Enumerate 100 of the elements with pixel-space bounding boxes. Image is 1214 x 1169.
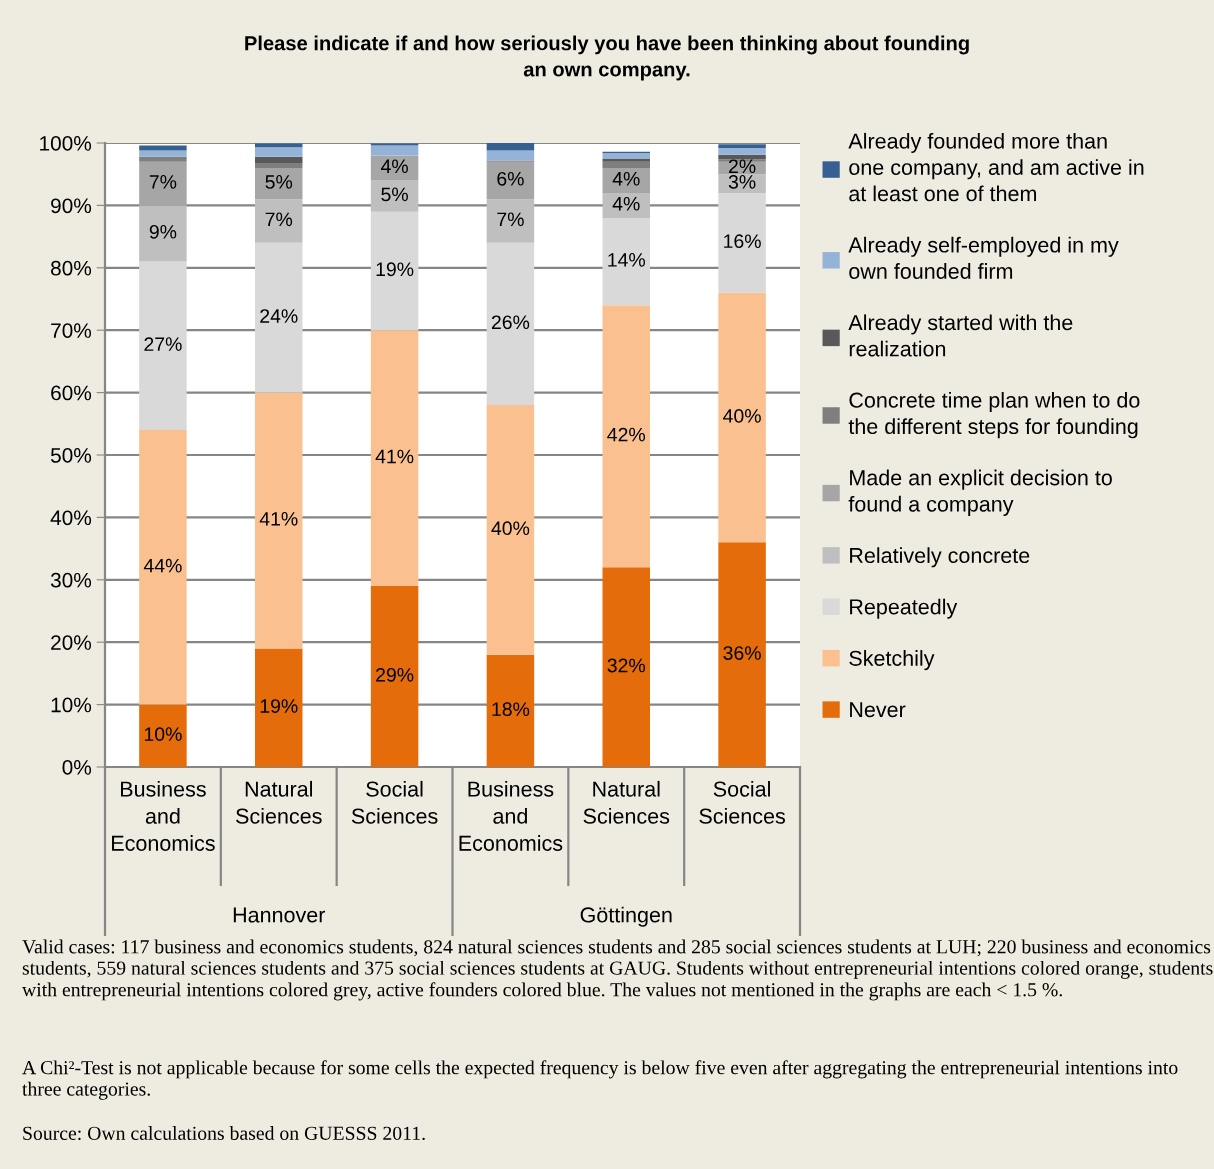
x-tick-label: Natural Sciences — [583, 780, 670, 824]
y-tick-label: 70% — [51, 323, 92, 338]
bar — [139, 156, 187, 162]
bar — [370, 145, 419, 156]
data-label: 5% — [381, 187, 408, 202]
bar — [718, 144, 766, 148]
bar — [486, 242, 535, 406]
bar — [139, 704, 187, 767]
bar — [486, 654, 535, 767]
bar — [486, 405, 535, 655]
legend-label: Repeatedly — [850, 598, 958, 619]
bar — [602, 161, 650, 168]
data-label: 7% — [497, 212, 524, 227]
data-label: 4% — [612, 171, 640, 186]
y-tick-label: 20% — [51, 635, 92, 650]
bar — [602, 305, 650, 568]
text: Göttingen — [580, 906, 672, 927]
data-label: 18% — [492, 702, 530, 717]
data-label: 19% — [260, 699, 298, 713]
x-tick-label: Natural Sciences — [236, 780, 322, 824]
data-label: 7% — [149, 175, 177, 189]
text: Hannover — [233, 907, 326, 923]
bar — [486, 199, 535, 243]
bar — [255, 648, 303, 767]
bar — [486, 161, 535, 200]
data-label: 10% — [144, 727, 182, 742]
bar — [139, 150, 187, 157]
data-label: 14% — [608, 253, 646, 267]
bar — [718, 192, 766, 293]
bar — [255, 156, 303, 163]
bar — [718, 542, 766, 767]
bar — [139, 145, 187, 151]
bar — [370, 211, 419, 331]
x-tick-label: Social Sciences — [699, 780, 785, 824]
y-tick-label: 60% — [51, 385, 92, 401]
data-label: 4% — [612, 196, 640, 211]
bar — [602, 152, 650, 159]
bar — [602, 158, 650, 162]
data-label: 41% — [375, 449, 414, 464]
data-label: 36% — [723, 646, 761, 660]
data-label: 32% — [607, 658, 646, 673]
bar — [370, 586, 419, 767]
data-label: 24% — [260, 309, 298, 323]
chart-title: Please indicate if and how seriously you have been thinking about founding an own company. — [245, 35, 969, 81]
data-label: 9% — [149, 224, 177, 239]
legend-label: Never — [850, 702, 906, 718]
text: A Chi²-Test is not applicable because for some cells the expected frequency is below five even after aggregating the entrepreneurial intentions into three categories. — [22, 1060, 1178, 1100]
source-note: Source: Own calculations based on GUESSS 2011. — [23, 1126, 425, 1141]
data-label: 40% — [723, 409, 761, 423]
y-tick-label: 80% — [51, 260, 92, 276]
legend-label: Already founded more than one company, and am active in at least one of them — [848, 132, 1144, 202]
y-tick-label: 10% — [51, 697, 92, 713]
data-label: 4% — [380, 159, 408, 174]
bar — [139, 430, 187, 705]
bar — [139, 261, 187, 431]
legend-label: Already self-employed in my own founded firm — [848, 236, 1119, 279]
bar — [255, 147, 303, 157]
x-tick-label: Business and Economics — [459, 780, 563, 851]
bar — [718, 154, 766, 160]
data-label: 7% — [265, 212, 293, 227]
bar — [255, 199, 303, 243]
bar — [139, 161, 187, 206]
legend-label: Already started with the realization — [848, 314, 1073, 357]
bar — [255, 167, 303, 200]
data-label: 19% — [376, 262, 414, 277]
y-tick-label: 100% — [40, 136, 92, 151]
bar — [255, 392, 303, 649]
y-tick-label: 0% — [62, 760, 92, 775]
bar — [370, 180, 419, 212]
y-tick-label: 90% — [51, 198, 92, 214]
x-tick-label: Business and Economics — [112, 780, 215, 851]
bar — [602, 567, 650, 767]
bar — [370, 330, 419, 587]
legend-label: Made an explicit decision to found a company — [848, 469, 1112, 516]
data-label: 26% — [491, 315, 530, 330]
bar — [718, 292, 766, 543]
x-tick-label: Social Sciences — [351, 780, 438, 824]
data-label: 27% — [144, 337, 182, 351]
text: Valid cases: 117 business and economics students, 824 natural sciences students and 285 social sciences students at LUH; 220 business and economics students, 559 natural sciences students and 375 social sciences students at GAUG. Students without entrepreneurial intentions colored orange, students with entrepreneurial intentions colored grey, active founders colored blue. The values not mentioned in the graphs are each < 1.5 %. — [22, 939, 1213, 1001]
data-label: 2% — [729, 159, 756, 174]
data-label: 40% — [491, 521, 530, 536]
legend-label: Relatively concrete — [850, 547, 1030, 568]
bar — [718, 147, 766, 155]
y-tick-label: 30% — [50, 572, 92, 588]
legend-label: Sketchily — [849, 650, 935, 671]
bar — [139, 205, 187, 262]
data-label: 42% — [607, 427, 646, 442]
bar — [486, 143, 535, 151]
data-label: 6% — [497, 171, 524, 186]
bar — [486, 150, 535, 161]
legend-label: Concrete time plan when to do the different steps for founding — [848, 391, 1140, 439]
bar — [255, 242, 303, 393]
data-label: 5% — [265, 175, 293, 189]
data-label: 16% — [724, 234, 761, 249]
data-label: 29% — [376, 667, 414, 682]
y-tick-label: 40% — [50, 510, 92, 526]
y-tick-label: 50% — [50, 448, 92, 463]
bar — [602, 217, 650, 306]
data-label: 41% — [259, 512, 298, 526]
bar — [255, 162, 303, 168]
